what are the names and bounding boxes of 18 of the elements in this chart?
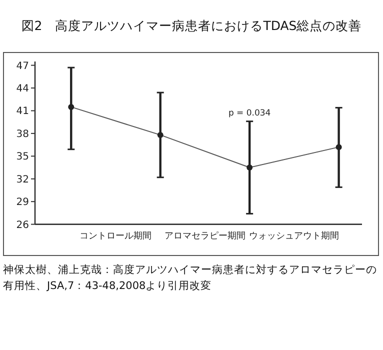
x-tick-label: コントロール期間	[80, 230, 152, 242]
y-tick-label: 29	[16, 197, 29, 208]
text: 神保太樹、浦上克哉：高度アルツハイマー病患者に対するアロマセラピーの有用性、JSA,7：43-48,2008より引用改変	[3, 263, 378, 294]
point	[336, 144, 342, 150]
y-tick-label: 26	[16, 220, 29, 231]
x-tick-label: アロマセラピー期間	[164, 230, 246, 242]
y-tick-label: 47	[16, 60, 29, 72]
chart-title: 図2 高度アルツハイマー病患者におけるTDAS総点の改善	[20, 18, 363, 35]
y-tick-label: 38	[16, 128, 29, 140]
annotation: p = 0.034	[228, 108, 271, 118]
x-tick-label: ウォッシュアウト期間	[249, 230, 340, 242]
point	[68, 104, 74, 110]
point	[157, 132, 164, 138]
y-tick-label: 41	[16, 106, 29, 118]
y-tick-label: 32	[16, 174, 29, 186]
point	[246, 164, 253, 171]
y-tick-label: 44	[16, 84, 29, 95]
y-tick-label: 35	[16, 152, 29, 163]
